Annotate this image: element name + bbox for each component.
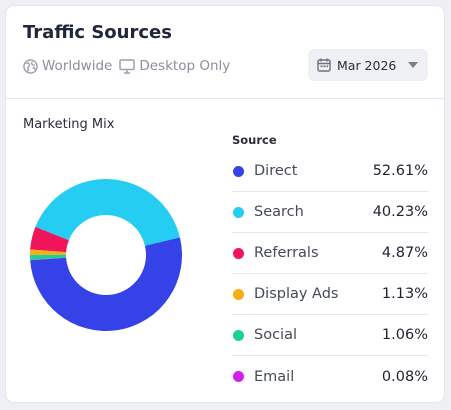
legend-color-dot: [233, 329, 244, 341]
donut-slice-social[interactable]: [30, 254, 67, 260]
chart-title: Marketing Mix: [23, 117, 115, 132]
legend-color-dot: [233, 165, 244, 177]
legend-item-display-ads[interactable]: Display Ads 1.13%: [232, 274, 428, 315]
legend-value: 40.23%: [372, 204, 428, 220]
legend-color-dot: [233, 288, 244, 300]
calendar-icon: [317, 58, 331, 72]
globe-icon: [23, 58, 38, 74]
filter-worldwide[interactable]: Worldwide: [23, 58, 112, 74]
card-title: Traffic Sources: [23, 22, 172, 43]
date-label: Mar 2026: [337, 57, 397, 73]
legend-label: Social: [254, 327, 297, 343]
legend-item-search[interactable]: Search 40.23%: [232, 192, 428, 233]
legend-label: Search: [254, 204, 304, 220]
donut-slice-email[interactable]: [30, 257, 67, 261]
legend-value: 4.87%: [381, 245, 428, 261]
donut-chart: [30, 179, 183, 332]
legend-header: Source: [232, 133, 277, 147]
legend-value: 1.06%: [381, 327, 428, 343]
legend-label: Email: [254, 368, 295, 385]
legend-item-social[interactable]: Social 1.06%: [232, 315, 428, 356]
legend-value: 0.08%: [381, 368, 428, 385]
legend-value: 1.13%: [381, 286, 428, 302]
filter-label: Desktop Only: [139, 58, 231, 74]
donut-slice-direct[interactable]: [30, 237, 183, 332]
filters-row: Worldwide Desktop Only: [23, 56, 230, 76]
traffic-sources-card: Traffic Sources Worldwide Desktop Only M…: [6, 6, 444, 402]
legend-label: Display Ads: [254, 286, 339, 302]
legend-item-referrals[interactable]: Referrals 4.87%: [232, 233, 428, 274]
legend-color-dot: [233, 371, 244, 382]
legend-item-email[interactable]: Email 0.08%: [232, 356, 428, 397]
legend-color-dot: [233, 247, 244, 259]
donut-slice-referrals[interactable]: [30, 226, 69, 253]
chevron-down-icon: [408, 62, 418, 68]
legend-label: Referrals: [254, 245, 319, 261]
donut-slice-search[interactable]: [35, 179, 180, 246]
date-dropdown[interactable]: Mar 2026: [308, 49, 428, 81]
legend-label: Direct: [254, 163, 298, 179]
monitor-icon: [119, 58, 136, 74]
filter-desktop[interactable]: Desktop Only: [119, 58, 230, 74]
legend-color-dot: [233, 206, 244, 218]
donut-slice-display-ads[interactable]: [30, 249, 67, 255]
legend: Direct 52.61% Search 40.23% Referrals 4.87% Di…: [232, 151, 428, 397]
legend-item-direct[interactable]: Direct 52.61%: [232, 151, 428, 192]
filter-label: Worldwide: [42, 58, 113, 74]
legend-value: 52.61%: [372, 163, 428, 179]
header-divider: [6, 98, 444, 99]
